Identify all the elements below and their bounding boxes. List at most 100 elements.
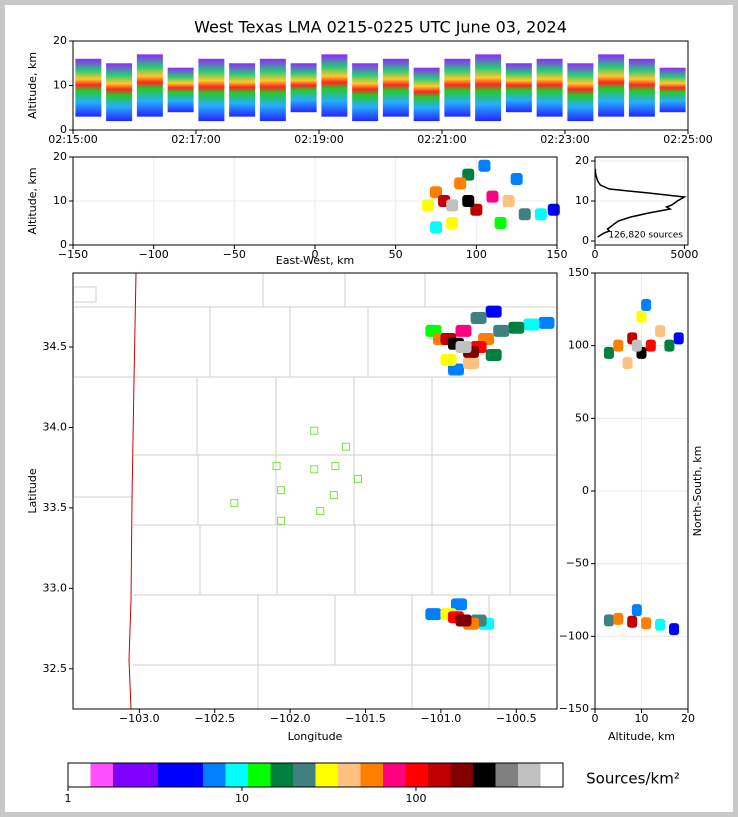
density-cell (603, 346, 614, 359)
x-tick-label: −101.0 (421, 712, 462, 725)
source-streak (352, 63, 379, 122)
y-tick-label: 0 (60, 123, 67, 136)
plot-frame (594, 156, 689, 246)
source-streak (229, 63, 256, 117)
source-streak (167, 67, 194, 113)
station (277, 516, 286, 525)
source-streak (75, 58, 102, 117)
density-cell (430, 221, 442, 234)
source-streak (536, 58, 563, 117)
x-tick-label: 02:21:00 (417, 133, 466, 146)
colorbar-swatch (518, 763, 541, 787)
density-cell (463, 357, 480, 370)
source-streak (321, 54, 348, 117)
density-cell (627, 615, 638, 628)
colorbar-swatch (293, 763, 316, 787)
annotation: 126,820 sources (608, 231, 683, 241)
density-cell (645, 339, 656, 352)
x-tick-label: −103.0 (119, 712, 160, 725)
x-tick-label: 5000 (670, 248, 698, 261)
colorbar-swatch (473, 763, 496, 787)
colorbar-swatch (495, 763, 519, 787)
station (277, 486, 286, 495)
x-tick-label: −100 (139, 248, 169, 261)
station (310, 426, 319, 435)
x-tick-label: 50 (389, 248, 403, 261)
y-tick-label: 50 (575, 411, 589, 424)
density-cell (534, 208, 547, 221)
density-cell (636, 310, 647, 323)
density-cell (430, 186, 442, 199)
colorbar-swatch (360, 763, 384, 787)
station (329, 491, 338, 500)
y-tick-label: 0 (60, 238, 67, 251)
x-tick-label: −150 (58, 248, 88, 261)
plot-frame (72, 40, 689, 131)
y-tick-label: −150 (559, 702, 589, 715)
density-cell (421, 199, 434, 212)
y-tick-label: 150 (568, 266, 589, 279)
density-cell (446, 217, 459, 229)
y-axis-label: Altitude, km (26, 52, 39, 119)
x-tick-label: 100 (466, 248, 487, 261)
colorbar-swatch (383, 763, 406, 787)
station (331, 462, 340, 471)
density-cell (450, 598, 467, 611)
density-cell (447, 363, 464, 376)
colorbar-swatch (180, 763, 204, 787)
density-cell (425, 608, 442, 621)
source-streak (567, 63, 594, 122)
plot-frame (594, 272, 689, 710)
source-streak (598, 54, 625, 117)
x-axis-label: East-West, km (276, 254, 354, 267)
source-streak (659, 67, 686, 113)
density-cell (462, 168, 475, 181)
source-streak (290, 63, 317, 113)
density-cell (655, 325, 666, 338)
y-tick-label: 10 (53, 194, 67, 207)
station (353, 474, 362, 483)
source-streak (382, 58, 409, 117)
y-tick-label: −50 (566, 557, 589, 570)
chart-title: West Texas LMA 0215-0225 UTC June 03, 20… (194, 18, 567, 37)
y-tick-label: −100 (559, 629, 589, 642)
x-tick-label: 20 (681, 712, 695, 725)
density-cell (455, 341, 472, 354)
density-cell (493, 324, 510, 337)
density-cell (655, 618, 666, 631)
density-cell (440, 353, 457, 366)
source-streak (106, 63, 133, 122)
x-tick-label: 0 (312, 248, 319, 261)
colorbar-swatch (270, 763, 294, 787)
y-tick-label: 10 (53, 79, 67, 92)
x-tick-label: 02:23:00 (540, 133, 589, 146)
x-axis-label: Altitude, km (608, 730, 675, 743)
x-tick-label: −102.0 (270, 712, 311, 725)
colorbar-swatch (315, 763, 339, 787)
colorbar-swatch (248, 763, 271, 787)
y-tick-label: 20 (575, 154, 589, 167)
station (272, 462, 281, 471)
source-streak (628, 58, 655, 117)
y-tick-label: 33.0 (43, 581, 68, 594)
density-cell (485, 349, 502, 362)
altitude-histogram (594, 168, 687, 238)
density-cell (502, 195, 515, 207)
density-cell (478, 159, 491, 172)
x-axis-label: Longitude (288, 730, 343, 743)
density-cell (454, 177, 467, 190)
density-cell (485, 305, 502, 318)
station (230, 499, 239, 508)
density-cell (673, 332, 684, 345)
y-tick-label: 33.5 (43, 501, 68, 514)
x-tick-label: −102.5 (194, 712, 235, 725)
county-lines (72, 272, 557, 710)
station (310, 465, 319, 474)
source-streak (136, 54, 163, 117)
density-cell (631, 604, 642, 617)
x-tick-label: 02:19:00 (294, 133, 343, 146)
x-tick-label: −50 (223, 248, 246, 261)
x-tick-label: 10 (635, 712, 649, 725)
x-tick-label: 0 (592, 248, 599, 261)
density-cell (547, 203, 560, 216)
